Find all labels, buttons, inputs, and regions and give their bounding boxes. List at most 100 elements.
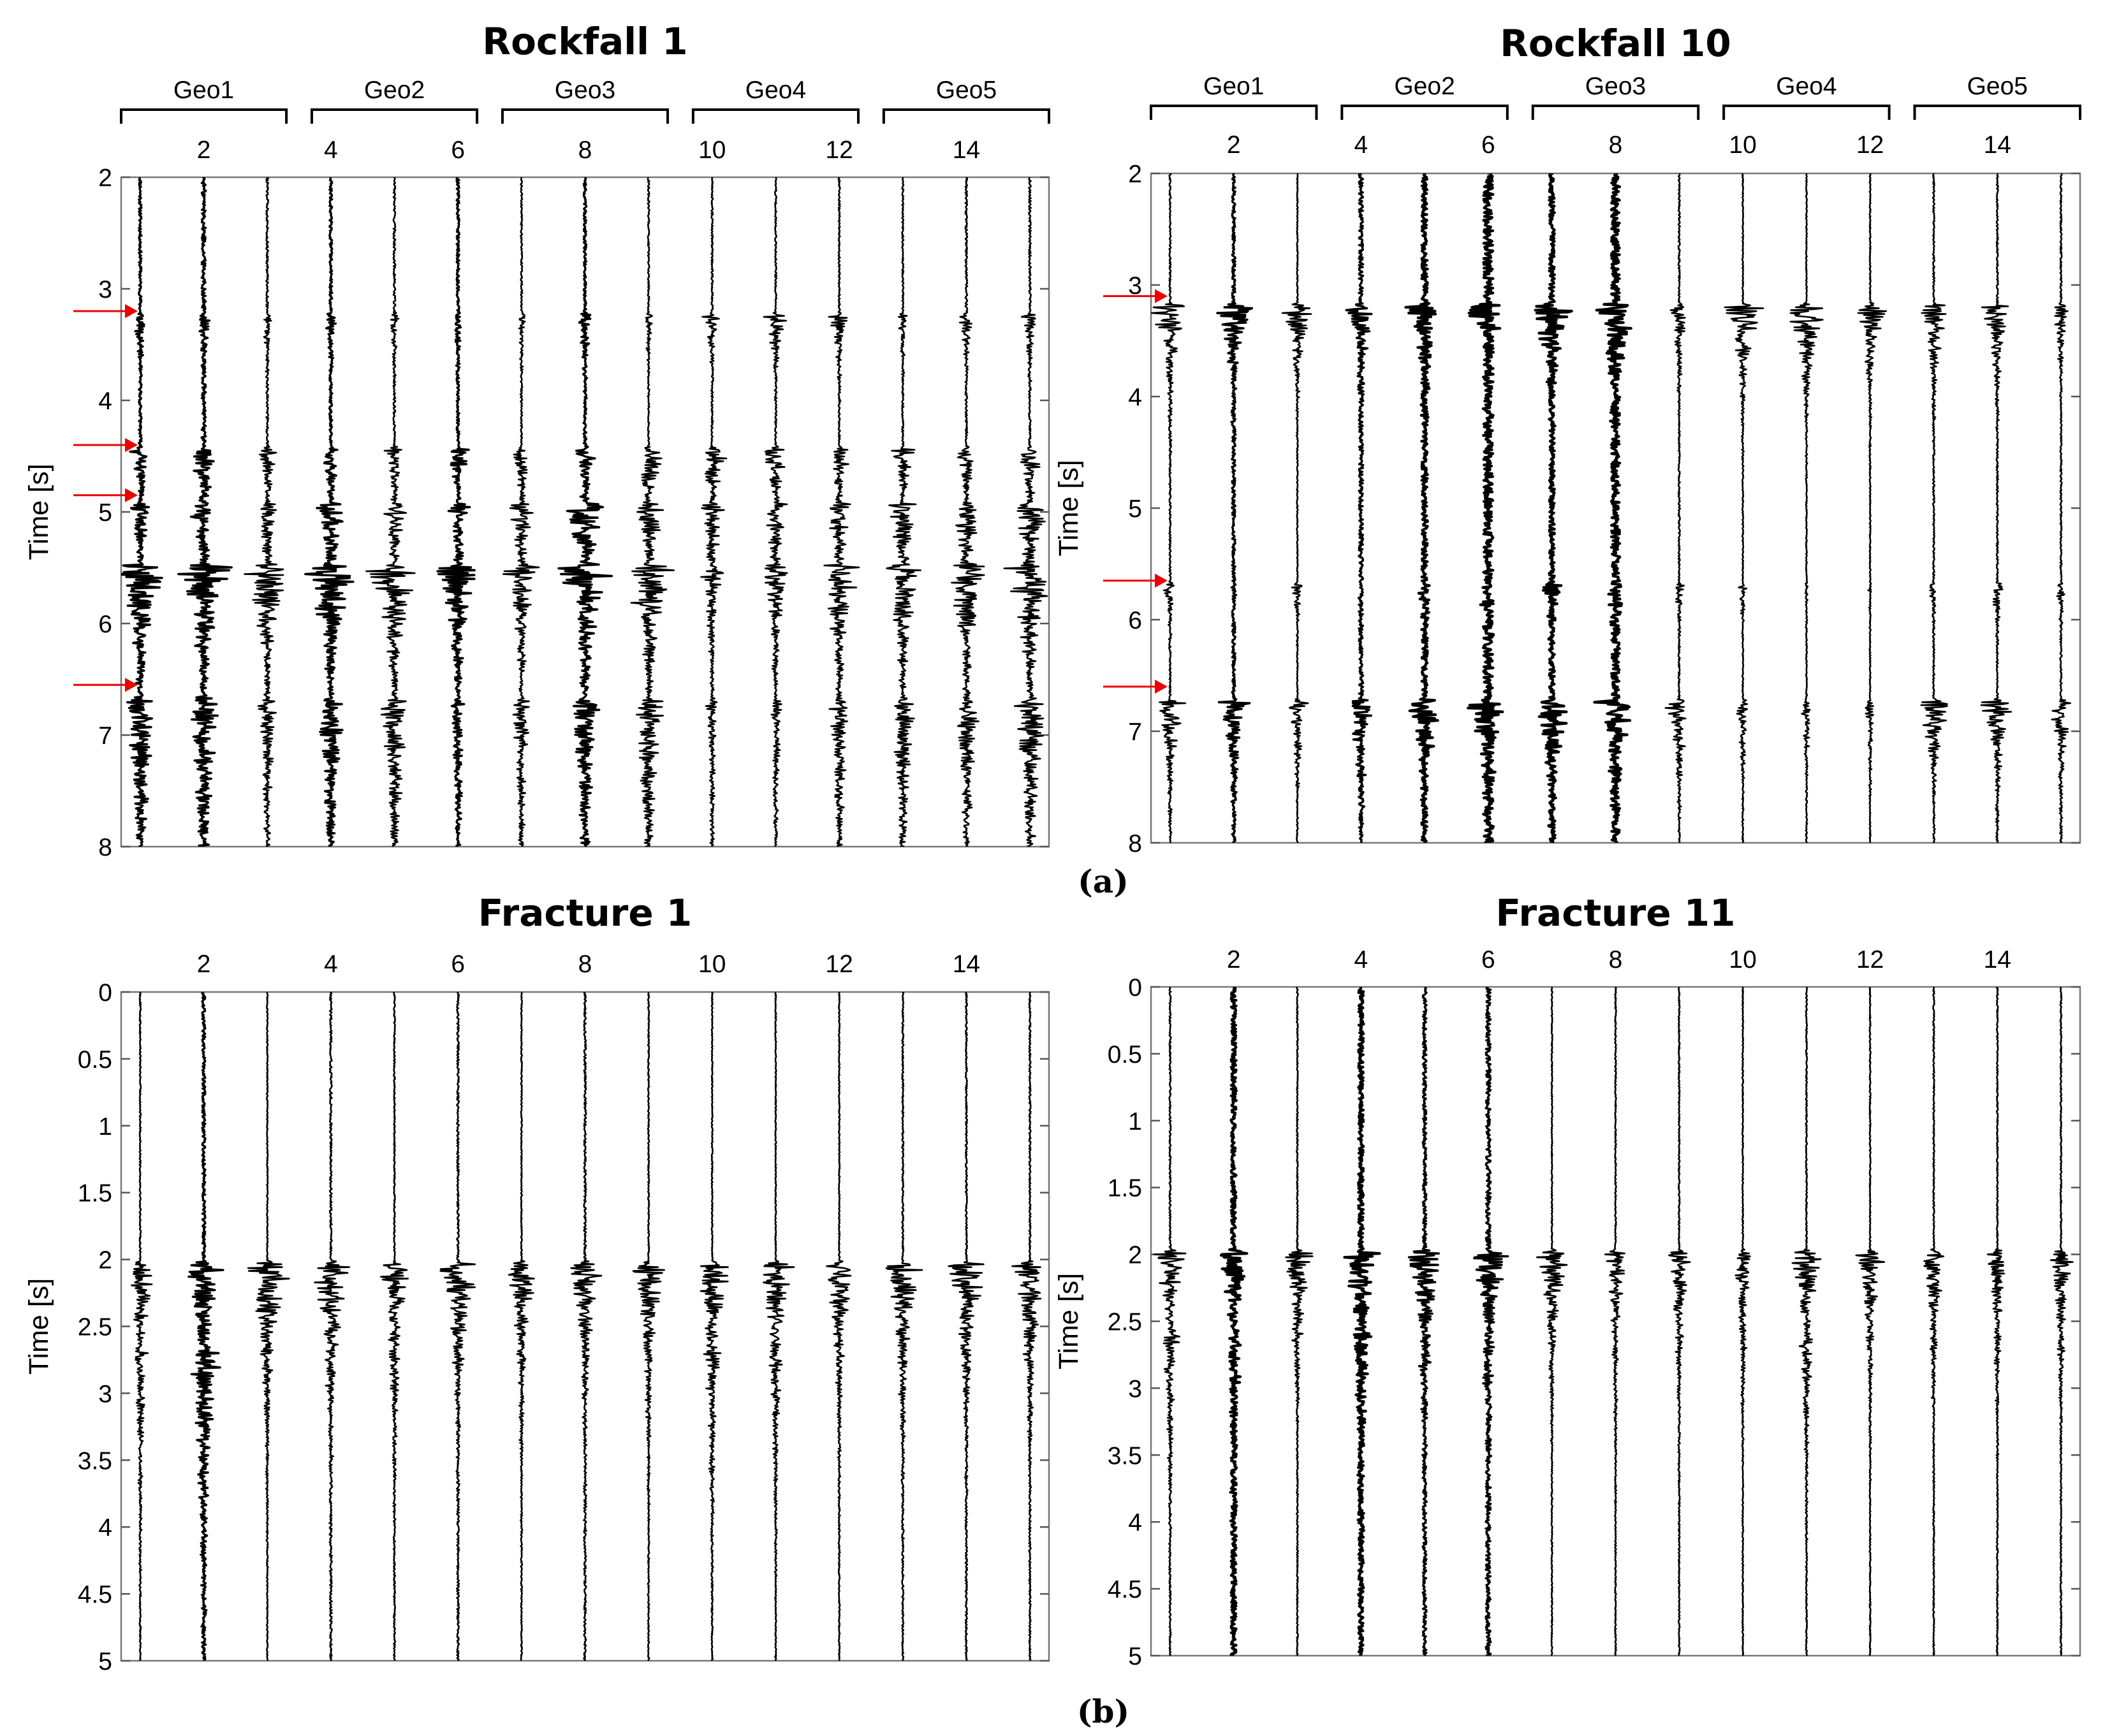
y-tick-label: 5 [1128, 1643, 1142, 1670]
x-tick-label: 2 [197, 951, 211, 978]
trace-channel-3 [244, 177, 284, 847]
x-tick-label: 2 [1227, 946, 1241, 974]
trace-channel-4 [304, 177, 355, 847]
trace-channel-6 [1473, 987, 1509, 1656]
geophone-label: Geo5 [936, 77, 997, 104]
trace-channel-15 [2051, 173, 2072, 843]
x-tick-label: 4 [1354, 131, 1368, 159]
trace-channel-10 [700, 177, 728, 847]
x-tick-label: 10 [698, 136, 726, 164]
trace-channel-1 [121, 177, 163, 847]
y-tick-label: 0 [98, 979, 112, 1007]
y-tick-label: 2.5 [1108, 1309, 1142, 1336]
y-tick-label: 2 [1128, 1242, 1142, 1269]
x-tick-label: 12 [825, 951, 853, 978]
y-tick-label: 4 [1128, 1509, 1142, 1536]
trace-channel-9 [632, 992, 665, 1661]
trace-channel-6 [439, 992, 476, 1661]
y-tick-label: 6 [1128, 607, 1142, 634]
geophone-bracket [1150, 105, 1318, 120]
x-tick-label: 10 [1729, 131, 1756, 159]
trace-channel-13 [1923, 987, 1945, 1656]
y-tick-label: 2 [98, 1247, 112, 1274]
panel-rockfall-1: Rockfall 1 2 3 4 5 6 7 8 2 4 6 8 10 12 14 Time [s] Geo1 G… [24, 20, 1050, 861]
trace-channel-13 [885, 992, 923, 1661]
trace-channel-13 [886, 177, 921, 847]
trace-channel-4 [1345, 173, 1373, 843]
trace-channel-5 [1407, 987, 1441, 1656]
y-tick-label: 4 [98, 388, 112, 415]
x-tick-label: 6 [451, 951, 465, 978]
panel-title: Rockfall 10 [1500, 22, 1731, 65]
trace-channel-4 [314, 992, 351, 1661]
x-tick-label: 2 [197, 136, 211, 164]
y-tick-label: 1.5 [1108, 1175, 1142, 1202]
x-tick-label: 8 [578, 951, 592, 978]
geophone-label: Geo1 [1203, 73, 1264, 100]
y-tick-label: 2 [1128, 161, 1142, 188]
y-tick-label: 1 [98, 1113, 112, 1141]
x-tick-label: 4 [1354, 946, 1368, 974]
y-tick-label: 1.5 [78, 1180, 112, 1207]
y-tick-label: 7 [98, 722, 112, 750]
trace-channel-3 [247, 992, 290, 1661]
traces [121, 177, 1048, 847]
trace-channel-14 [1980, 173, 2012, 843]
trace-channel-14 [1986, 987, 2005, 1656]
y-tick-label: 4 [98, 1514, 112, 1542]
y-tick-label: 5 [98, 499, 112, 527]
x-tick-label: 14 [1984, 131, 2011, 159]
trace-channel-9 [1668, 987, 1691, 1656]
x-tick-label: 14 [953, 951, 980, 978]
geophone-bracket [1722, 105, 1891, 120]
trace-channel-10 [1734, 987, 1751, 1656]
sublabel-a: (a) [1078, 863, 1129, 900]
y-tick-label: 0 [1128, 974, 1142, 1002]
trace-channel-15 [2049, 987, 2074, 1656]
y-tick-label: 3.5 [1108, 1442, 1142, 1470]
panel-title: Fracture 11 [1496, 891, 1736, 935]
geophone-label: Geo4 [745, 77, 806, 104]
geophone-bracket [882, 108, 1050, 124]
x-tick-label: 6 [1481, 946, 1495, 974]
x-tick-label: 4 [324, 136, 338, 164]
geophone-bracket [501, 108, 670, 124]
trace-channel-10 [1724, 173, 1764, 843]
trace-channel-5 [380, 992, 409, 1661]
trace-channel-1 [1153, 987, 1187, 1656]
geophone-label: Geo2 [1394, 73, 1455, 100]
trace-channel-8 [1593, 173, 1632, 843]
trace-channel-12 [1855, 987, 1886, 1656]
event-arrow [73, 304, 138, 318]
trace-channel-12 [823, 177, 860, 847]
y-tick-label: 4 [1128, 384, 1142, 411]
event-arrow [73, 678, 138, 692]
trace-channel-8 [570, 992, 603, 1661]
geophone-bracket [1913, 105, 2081, 120]
x-tick-label: 8 [1609, 946, 1623, 974]
trace-channel-9 [630, 177, 675, 847]
geophone-bracket [120, 108, 288, 124]
event-arrow [1103, 573, 1168, 588]
trace-channel-7 [508, 992, 535, 1661]
trace-channel-9 [1664, 173, 1687, 843]
panel-fracture-11: Fracture 11 0 0.5 1 1.5 2 2.5 3 3.5 4 4.5 5 2 4 6 8 10 12… [1053, 891, 2081, 1670]
y-tick-label: 8 [98, 834, 112, 861]
y-tick-label: 3 [98, 276, 112, 303]
trace-channel-11 [1789, 173, 1824, 843]
geophone-label: Geo3 [555, 77, 615, 104]
trace-channel-10 [700, 992, 729, 1661]
x-tick-label: 14 [1984, 946, 2011, 974]
trace-channel-15 [1003, 177, 1048, 847]
x-tick-label: 6 [1481, 131, 1495, 159]
trace-channel-11 [1791, 987, 1822, 1656]
y-tick-label: 2 [98, 164, 112, 192]
trace-channel-11 [763, 177, 788, 847]
event-arrow [73, 438, 138, 452]
x-tick-label: 4 [324, 951, 338, 978]
x-tick-label: 14 [953, 136, 980, 164]
x-tick-label: 8 [1609, 131, 1623, 159]
y-tick-label: 0.5 [1108, 1041, 1142, 1069]
x-tick-label: 6 [451, 136, 465, 164]
